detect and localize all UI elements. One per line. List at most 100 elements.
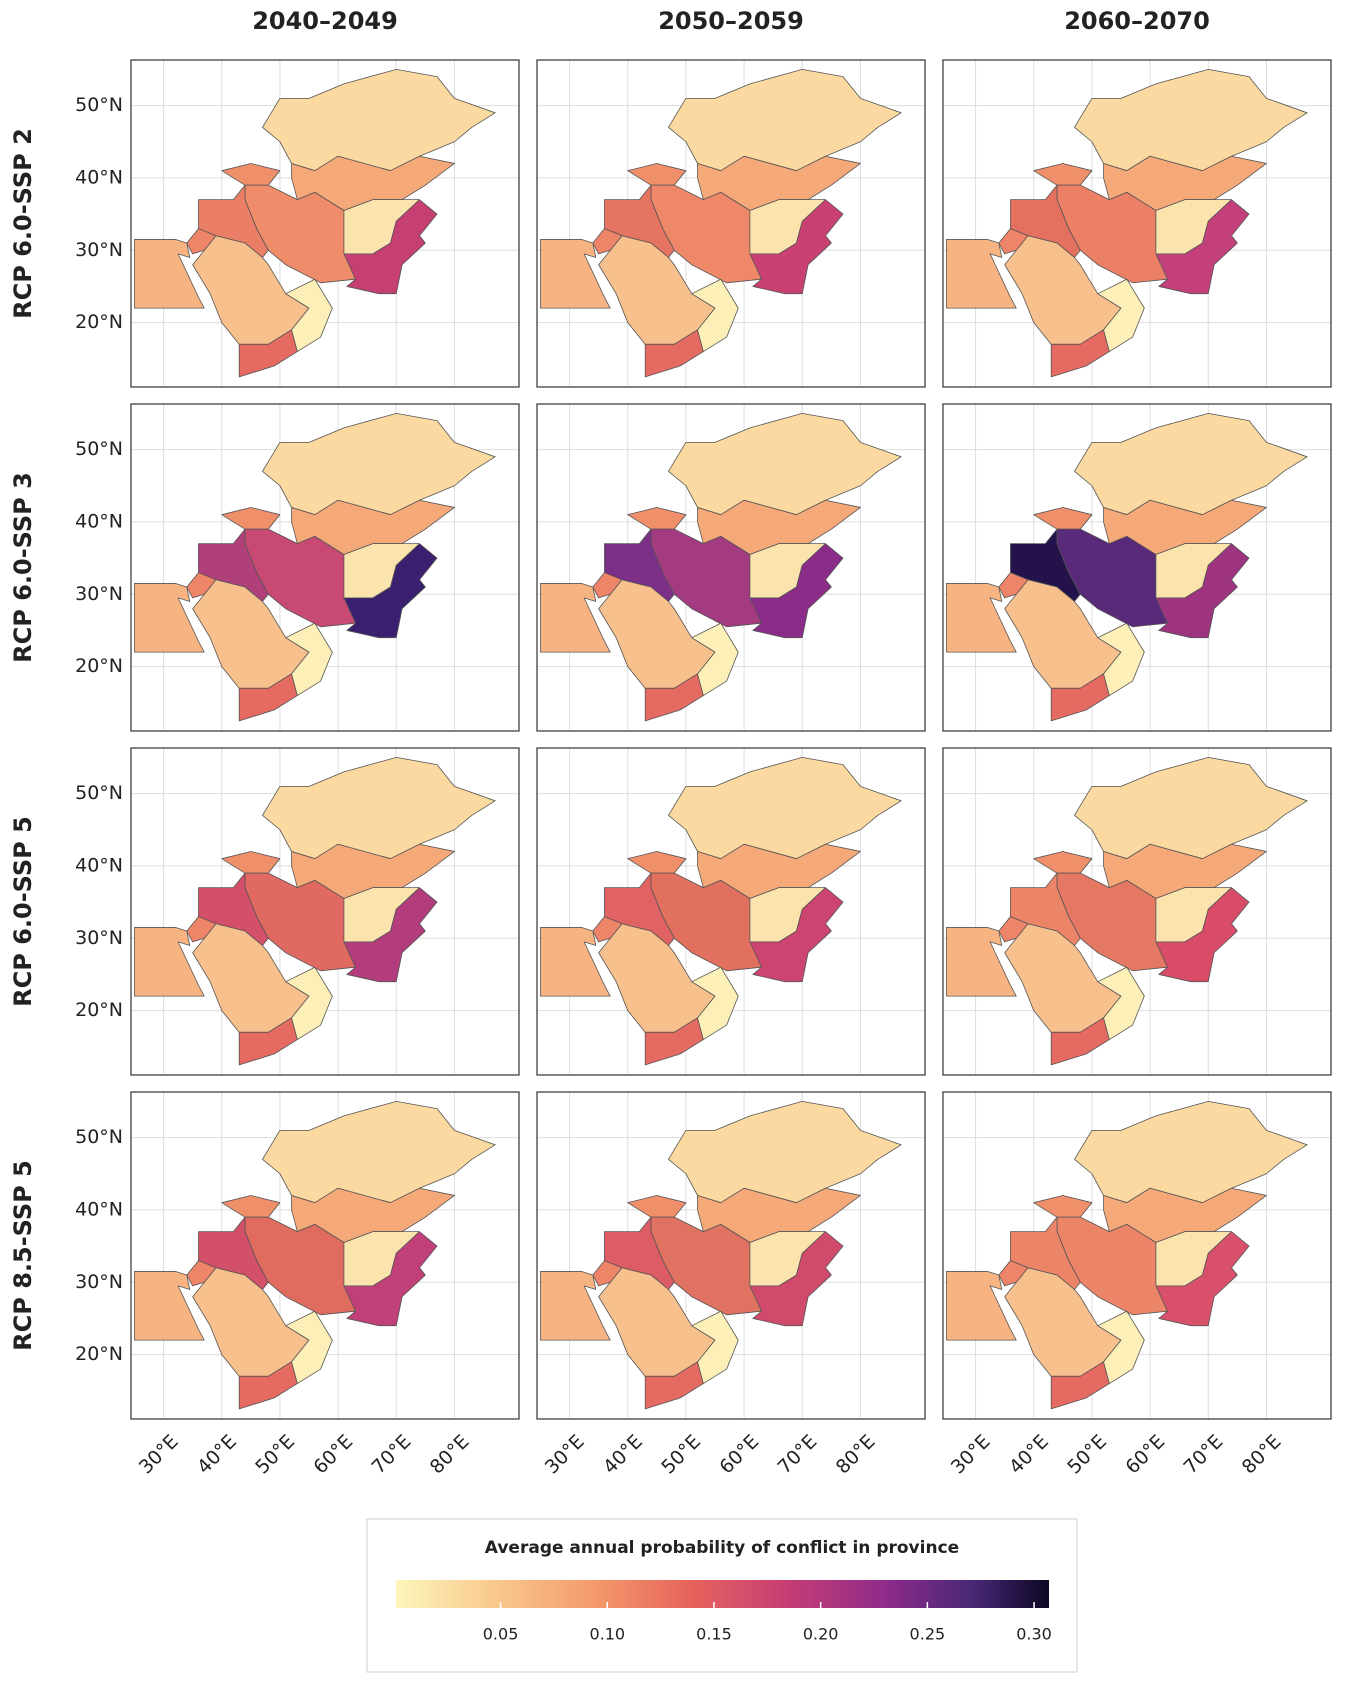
colorbar-tick-label: 0.30	[1016, 1625, 1052, 1644]
province	[1033, 163, 1093, 186]
province	[1097, 278, 1145, 352]
y-tick-label: 20°N	[75, 311, 123, 333]
regions	[540, 69, 902, 378]
row-label: RCP 6.0-SSP 2	[9, 128, 37, 319]
x-tick-label: 40°E	[599, 1431, 647, 1479]
province	[691, 278, 739, 352]
map-panel	[942, 1091, 1332, 1420]
regions	[540, 1101, 902, 1410]
province	[285, 278, 333, 352]
y-tick-label: 20°N	[75, 1343, 123, 1365]
province	[186, 916, 217, 943]
column-title: 2050–2059	[658, 7, 804, 35]
map-panel	[536, 59, 926, 388]
province	[262, 69, 496, 172]
province	[749, 199, 844, 295]
x-tick-label: 30°E	[541, 1431, 589, 1479]
province	[285, 622, 333, 696]
province	[285, 966, 333, 1040]
panel-border	[130, 1091, 520, 1420]
map-panel	[942, 747, 1332, 1076]
y-tick-label: 30°N	[75, 239, 123, 261]
map-panel	[130, 403, 520, 732]
x-tick-label: 70°E	[1180, 1431, 1228, 1479]
province	[627, 851, 687, 874]
regions	[134, 1101, 496, 1410]
colorbar-tick-label: 0.25	[910, 1625, 946, 1644]
province	[749, 887, 844, 983]
province	[1033, 507, 1093, 530]
row-label: RCP 6.0-SSP 5	[9, 816, 37, 1007]
y-tick-label: 40°N	[75, 854, 123, 876]
province	[998, 228, 1029, 255]
regions	[540, 757, 902, 1066]
province	[221, 163, 281, 186]
panel-border	[130, 747, 520, 1076]
province	[134, 583, 205, 653]
panel-border	[942, 403, 1332, 732]
map-panel	[536, 403, 926, 732]
column-title: 2060–2070	[1064, 7, 1210, 35]
y-tick-label: 50°N	[75, 438, 123, 460]
province	[592, 1260, 623, 1287]
panel-border	[942, 59, 1332, 388]
province	[668, 69, 902, 172]
province	[343, 1231, 438, 1327]
province	[343, 887, 438, 983]
province	[691, 622, 739, 696]
province	[749, 1231, 844, 1327]
province	[1097, 1310, 1145, 1384]
x-tick-label: 80°E	[426, 1431, 474, 1479]
regions	[946, 413, 1308, 722]
map-panel	[942, 403, 1332, 732]
province	[998, 1260, 1029, 1287]
regions	[946, 1101, 1308, 1410]
x-tick-label: 60°E	[715, 1431, 763, 1479]
panel-border	[536, 1091, 926, 1420]
province	[1074, 757, 1308, 860]
province	[262, 1101, 496, 1204]
province	[592, 228, 623, 255]
regions	[134, 69, 496, 378]
column-title: 2040–2049	[252, 7, 398, 35]
province	[1033, 851, 1093, 874]
province	[221, 1195, 281, 1218]
y-tick-label: 40°N	[75, 166, 123, 188]
panel-border	[130, 403, 520, 732]
x-tick-label: 60°E	[309, 1431, 357, 1479]
province	[186, 228, 217, 255]
province	[134, 1271, 205, 1341]
colorbar-tick-label: 0.20	[803, 1625, 839, 1644]
panel-border	[942, 747, 1332, 1076]
province	[540, 1271, 611, 1341]
x-tick-label: 30°E	[947, 1431, 995, 1479]
map-panel	[536, 1091, 926, 1420]
y-tick-label: 20°N	[75, 655, 123, 677]
colorbar-tick-label: 0.15	[696, 1625, 732, 1644]
row-label: RCP 8.5-SSP 5	[9, 1160, 37, 1351]
province	[343, 543, 438, 639]
province	[1155, 1231, 1250, 1327]
y-tick-label: 50°N	[75, 94, 123, 116]
panel-border	[130, 59, 520, 388]
x-tick-label: 40°E	[1005, 1431, 1053, 1479]
panel-border	[536, 747, 926, 1076]
y-tick-label: 30°N	[75, 1271, 123, 1293]
province	[998, 572, 1029, 599]
province	[1097, 622, 1145, 696]
map-panel	[130, 747, 520, 1076]
legend-title: Average annual probability of conflict i…	[485, 1538, 959, 1558]
x-tick-label: 80°E	[832, 1431, 880, 1479]
map-panel	[942, 59, 1332, 388]
province	[668, 413, 902, 516]
province	[186, 1260, 217, 1287]
province	[1074, 69, 1308, 172]
province	[134, 927, 205, 997]
province	[592, 572, 623, 599]
y-tick-label: 30°N	[75, 583, 123, 605]
province	[221, 851, 281, 874]
x-tick-label: 80°E	[1238, 1431, 1286, 1479]
panel-border	[536, 59, 926, 388]
province	[262, 757, 496, 860]
map-panel	[130, 59, 520, 388]
